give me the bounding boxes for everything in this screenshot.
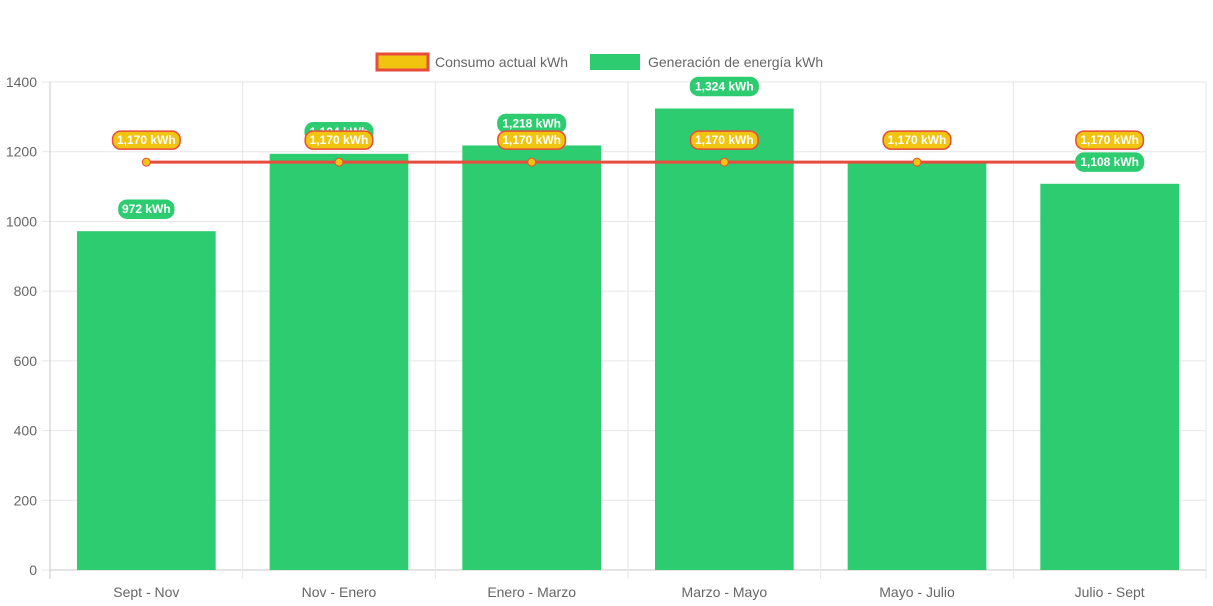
legend-label-consumo: Consumo actual kWh xyxy=(435,54,568,70)
bar-label: 1,218 kWh xyxy=(497,113,567,134)
bar-label: 972 kWh xyxy=(118,199,175,219)
point-consumo[interactable] xyxy=(912,157,922,167)
line-label-bg xyxy=(1075,130,1145,150)
line-label: 1,170 kWh xyxy=(304,130,374,150)
line-label-text: 1,170 kWh xyxy=(502,133,561,147)
line-label-bg xyxy=(111,130,181,150)
bar-label-text: 1,108 kWh xyxy=(1080,155,1139,169)
y-tick-label: 800 xyxy=(14,283,38,299)
y-tick-label: 400 xyxy=(14,423,38,439)
legend-item-generacion[interactable]: Generación de energía kWh xyxy=(590,54,823,70)
bar-label-text: 1,218 kWh xyxy=(502,116,561,130)
point-consumo[interactable] xyxy=(141,157,151,167)
line-label: 1,170 kWh xyxy=(497,130,567,150)
bar-label-bg xyxy=(118,199,175,219)
line-label-bg xyxy=(882,130,952,150)
point-consumo[interactable] xyxy=(719,157,729,167)
line-label-bg xyxy=(497,130,567,150)
line-label: 1,170 kWh xyxy=(689,130,759,150)
bar-generacion[interactable] xyxy=(654,108,794,571)
line-label: 1,170 kWh xyxy=(882,130,952,150)
point-consumo[interactable] xyxy=(527,157,537,167)
y-tick-label: 600 xyxy=(14,353,38,369)
line-label-bg xyxy=(304,130,374,150)
y-tick-label: 1400 xyxy=(6,74,37,90)
x-tick-label: Nov - Enero xyxy=(302,584,377,600)
line-label-text: 1,170 kWh xyxy=(310,133,369,147)
bar-label-bg xyxy=(1075,152,1145,172)
y-tick-label: 0 xyxy=(29,562,37,578)
x-tick-label: Marzo - Mayo xyxy=(682,584,768,600)
line-label-text: 1,170 kWh xyxy=(695,133,754,147)
bar-label: 1,108 kWh xyxy=(1075,152,1145,172)
x-tick-label: Sept - Nov xyxy=(113,584,179,600)
bar-label-bg xyxy=(689,76,759,97)
legend[interactable]: Consumo actual kWh Generación de energía… xyxy=(375,52,823,72)
line-label: 1,170 kWh xyxy=(1075,130,1145,150)
bar-label-text: 1,324 kWh xyxy=(695,79,754,93)
bar-generacion[interactable] xyxy=(269,153,409,570)
x-tick-label: Enero - Marzo xyxy=(487,584,576,600)
bar-generacion[interactable] xyxy=(847,162,987,570)
y-tick-label: 200 xyxy=(14,492,38,508)
legend-item-consumo[interactable]: Consumo actual kWh xyxy=(375,52,568,72)
y-tick-label: 1000 xyxy=(6,213,37,229)
bar-generacion[interactable] xyxy=(1040,183,1180,571)
axes: 0 200 400 600 800 1000 1200 1400 Sept - Nov Nov -… xyxy=(6,74,1145,600)
bar-label: 1,324 kWh xyxy=(689,76,759,97)
bar-series-generacion xyxy=(76,108,1180,571)
x-tick-label: Mayo - Julio xyxy=(879,584,955,600)
grid xyxy=(42,81,1207,579)
bar-generacion[interactable] xyxy=(462,145,602,570)
y-tick-label: 1200 xyxy=(6,144,37,160)
legend-swatch-generacion xyxy=(590,54,640,70)
x-tick-label: Julio - Sept xyxy=(1075,584,1145,600)
bar-label-text: 972 kWh xyxy=(122,202,171,216)
line-label-text: 1,170 kWh xyxy=(117,133,176,147)
legend-swatch-consumo xyxy=(375,52,430,72)
line-series-consumo xyxy=(141,157,1115,167)
legend-label-generacion: Generación de energía kWh xyxy=(648,54,823,70)
point-consumo[interactable] xyxy=(334,157,344,167)
line-label-bg xyxy=(689,130,759,150)
line-label-text: 1,170 kWh xyxy=(888,133,947,147)
bar-generacion[interactable] xyxy=(76,231,216,570)
line-label: 1,170 kWh xyxy=(111,130,181,150)
line-label-text: 1,170 kWh xyxy=(1080,133,1139,147)
